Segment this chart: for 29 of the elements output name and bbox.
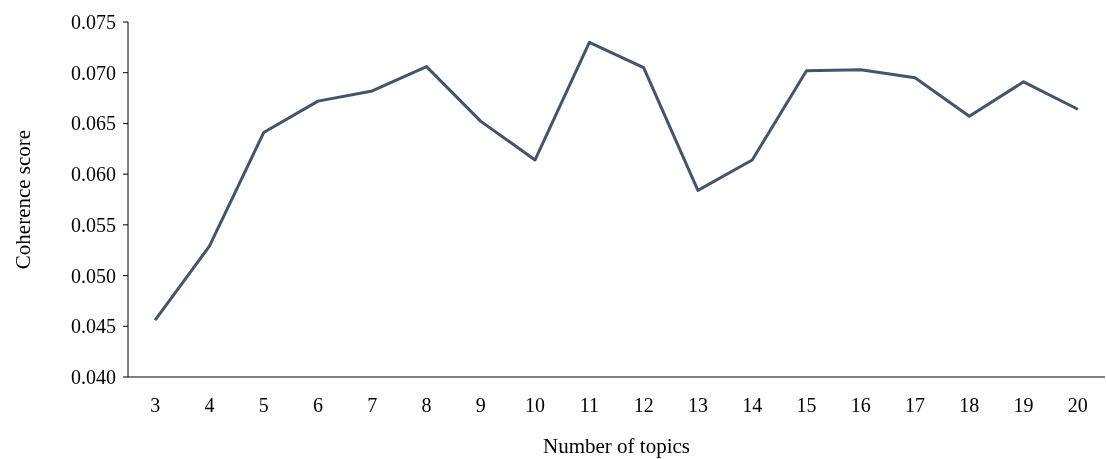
y-tick-label: 0.050 — [71, 264, 116, 287]
y-tick-label: 0.040 — [71, 366, 116, 388]
x-tick-label: 18 — [959, 394, 980, 416]
y-tick-label: 0.070 — [71, 61, 116, 84]
x-tick-label: 5 — [258, 394, 269, 416]
y-tick-label: 0.060 — [71, 163, 116, 186]
x-tick-label: 12 — [633, 394, 654, 416]
x-tick-label: 13 — [687, 394, 708, 416]
x-tick-label: 6 — [312, 394, 323, 416]
y-tick-label: 0.065 — [71, 112, 116, 135]
x-tick-label: 10 — [525, 394, 546, 416]
x-tick-label: 17 — [905, 394, 926, 416]
x-tick-label: 3 — [150, 394, 161, 416]
x-tick-label: 15 — [796, 394, 817, 416]
y-tick-label: 0.045 — [71, 315, 116, 338]
line-series — [153, 40, 1080, 322]
x-tick-label: 14 — [742, 394, 763, 416]
y-axis-title: Coherence score — [11, 129, 35, 270]
x-tick-label: 4 — [204, 394, 215, 416]
x-tick-label: 9 — [475, 394, 486, 416]
x-tick-label: 11 — [579, 394, 599, 416]
x-tick-label: 20 — [1067, 394, 1088, 416]
y-tick-label: 0.055 — [71, 213, 116, 236]
x-axis-title: Number of topics — [543, 434, 690, 458]
x-tick-label: 7 — [367, 394, 378, 416]
x-tick-label: 8 — [421, 394, 432, 416]
x-tick-label: 19 — [1013, 394, 1034, 416]
y-tick-label: 0.075 — [71, 11, 116, 33]
x-tick-label: 16 — [850, 394, 871, 416]
